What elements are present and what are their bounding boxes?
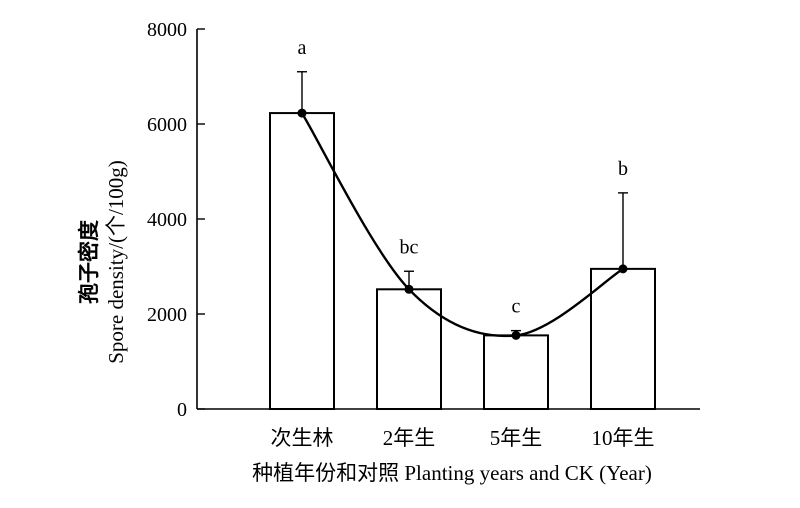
bar xyxy=(483,334,549,410)
x-axis-title: 种植年份和对照 Planting years and CK (Year) xyxy=(252,461,652,485)
significance-label: bc xyxy=(400,236,419,258)
significance-label: c xyxy=(512,296,521,318)
category-label: 10年生 xyxy=(592,426,655,450)
labels: a 次生林 bc 2年生 c 5年生 b 10年生 xyxy=(271,37,655,450)
data-point xyxy=(404,284,414,294)
y-tick-label: 0 xyxy=(177,399,187,421)
significance-label: b xyxy=(618,158,628,180)
bar xyxy=(269,112,335,410)
y-tick-label: 4000 xyxy=(147,209,187,231)
error-bars xyxy=(297,71,628,336)
data-point xyxy=(618,264,628,274)
y-tick-label: 8000 xyxy=(147,19,187,41)
axes: 0 2000 4000 6000 8000 xyxy=(147,19,700,421)
y-tick-label: 6000 xyxy=(147,114,187,136)
category-label: 2年生 xyxy=(383,426,436,450)
data-point xyxy=(511,330,521,340)
y-axis-title-en: Spore density/(个/100g) xyxy=(104,160,128,364)
data-point xyxy=(297,108,307,118)
significance-label: a xyxy=(298,37,307,59)
trend-line xyxy=(297,108,628,340)
y-axis-title-cn: 孢子密度 xyxy=(77,220,101,304)
category-label: 次生林 xyxy=(271,426,334,450)
bars xyxy=(269,112,656,410)
y-tick-label: 2000 xyxy=(147,304,187,326)
bar xyxy=(376,288,442,410)
bar xyxy=(590,267,656,410)
trend-curve xyxy=(300,112,624,338)
category-label: 5年生 xyxy=(490,426,543,450)
